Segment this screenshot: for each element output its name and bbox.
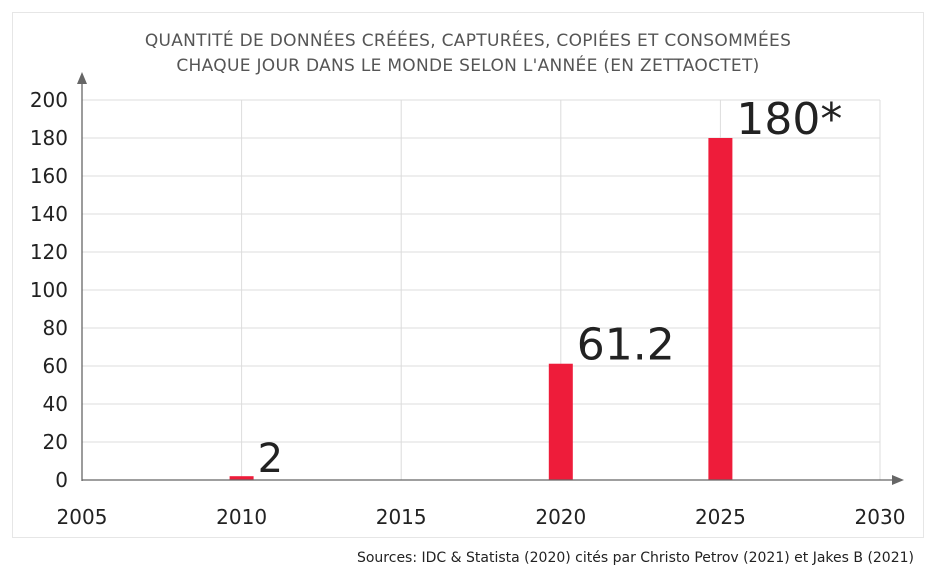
chart-title-line-1: QUANTITÉ DE DONNÉES CRÉÉES, CAPTURÉES, C… xyxy=(145,29,791,51)
y-axis-ticks: 0 20 40 60 80 100 120 140 160 180 200 xyxy=(30,88,68,492)
y-tick-label: 60 xyxy=(43,354,68,378)
x-tick-label: 2005 xyxy=(57,505,108,529)
y-tick-label: 0 xyxy=(55,468,68,492)
data-label-2010: 2 xyxy=(258,436,283,482)
x-axis-ticks: 2005 2010 2015 2020 2025 2030 xyxy=(57,505,906,529)
bars xyxy=(229,138,733,480)
x-tick-label: 2015 xyxy=(376,505,427,529)
y-tick-label: 160 xyxy=(30,164,68,188)
x-axis-arrow xyxy=(892,475,904,485)
grid-lines xyxy=(82,99,881,480)
bar-2025 xyxy=(708,138,733,480)
x-tick-label: 2030 xyxy=(855,505,906,529)
y-tick-label: 140 xyxy=(30,202,68,226)
axes xyxy=(77,72,904,485)
y-tick-label: 80 xyxy=(43,316,68,340)
x-tick-label: 2010 xyxy=(216,505,267,529)
y-tick-label: 40 xyxy=(43,392,68,416)
data-label-2025: 180* xyxy=(736,94,842,145)
data-label-2020: 61.2 xyxy=(577,320,675,371)
y-tick-label: 180 xyxy=(30,126,68,150)
bar-2010 xyxy=(229,476,254,480)
chart-title-line-2: CHAQUE JOUR DANS LE MONDE SELON L'ANNÉE … xyxy=(176,54,759,76)
source-note: Sources: IDC & Statista (2020) cités par… xyxy=(356,550,914,566)
y-tick-label: 200 xyxy=(30,88,68,112)
data-labels: 2 61.2 180* xyxy=(258,94,843,482)
y-tick-label: 100 xyxy=(30,278,68,302)
y-axis-arrow xyxy=(77,72,87,84)
bar-2020 xyxy=(548,363,573,480)
x-tick-label: 2025 xyxy=(695,505,746,529)
y-tick-label: 120 xyxy=(30,240,68,264)
y-tick-label: 20 xyxy=(43,430,68,454)
x-tick-label: 2020 xyxy=(535,505,586,529)
